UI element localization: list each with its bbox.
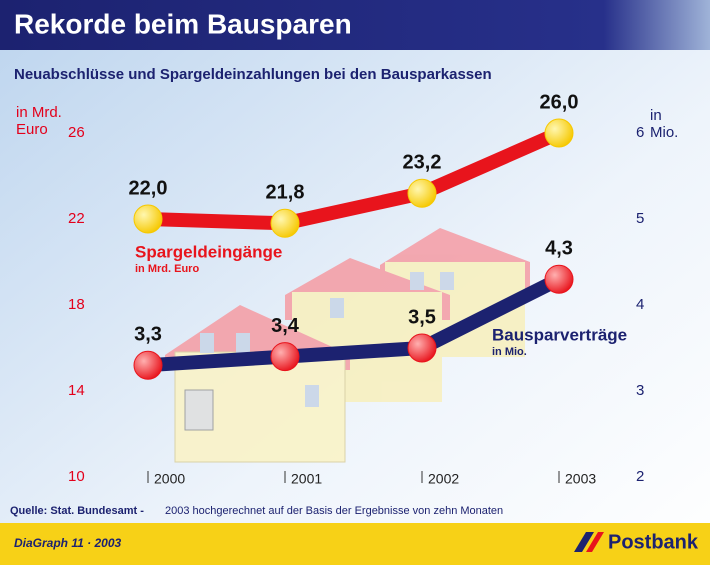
value-label: 26,0	[540, 91, 579, 113]
y2-axis-label: in Mio.	[650, 107, 679, 141]
marker	[544, 118, 574, 148]
marker	[407, 333, 437, 363]
series-name: Spargeldeingänge	[135, 242, 282, 261]
series-unit: in Mio.	[492, 346, 527, 358]
y-tick-label: 10	[68, 468, 85, 485]
x-tick-label: 2002	[428, 471, 459, 487]
marker	[407, 178, 437, 208]
x-tick-label: 2001	[291, 471, 322, 487]
source: Quelle: Stat. Bundesamt -	[10, 505, 144, 517]
marker	[270, 208, 300, 238]
series-unit: in Mrd. Euro	[135, 263, 199, 275]
series-line	[147, 272, 563, 373]
y-axis-label: in Mrd. Euro	[16, 104, 62, 138]
y2-tick-label: 3	[636, 382, 644, 399]
y-tick-label: 22	[68, 210, 85, 227]
value-label: 4,3	[545, 237, 573, 259]
marker	[133, 350, 163, 380]
y-tick-label: 14	[68, 382, 85, 399]
marker	[133, 204, 163, 234]
series-name: Bausparverträge	[492, 325, 627, 344]
logo	[574, 532, 604, 552]
value-label: 22,0	[129, 177, 168, 199]
value-label: 3,4	[271, 315, 300, 337]
header-band	[0, 0, 710, 50]
marker	[544, 264, 574, 294]
value-label: 3,5	[408, 306, 436, 328]
marker	[270, 342, 300, 372]
y2-tick-label: 5	[636, 210, 644, 227]
chart-subtitle: Neuabschlüsse und Spargeldeinzahlungen b…	[14, 66, 492, 83]
y2-tick-label: 6	[636, 124, 644, 141]
note: 2003 hochgerechnet auf der Basis der Erg…	[165, 505, 503, 517]
value-label: 3,3	[134, 323, 162, 345]
credit: DiaGraph 11 · 2003	[14, 536, 121, 550]
brand: Postbank	[608, 531, 699, 553]
x-tick-label: 2000	[154, 471, 185, 487]
y2-tick-label: 2	[636, 468, 644, 485]
y2-tick-label: 4	[636, 296, 644, 313]
series-line	[147, 126, 562, 231]
value-label: 21,8	[266, 182, 305, 204]
chart-title: Rekorde beim Bausparen	[14, 8, 352, 39]
y-tick-label: 18	[68, 296, 85, 313]
value-label: 23,2	[403, 151, 442, 173]
y-tick-label: 26	[68, 124, 85, 141]
x-tick-label: 2003	[565, 471, 596, 487]
houses	[165, 228, 530, 463]
